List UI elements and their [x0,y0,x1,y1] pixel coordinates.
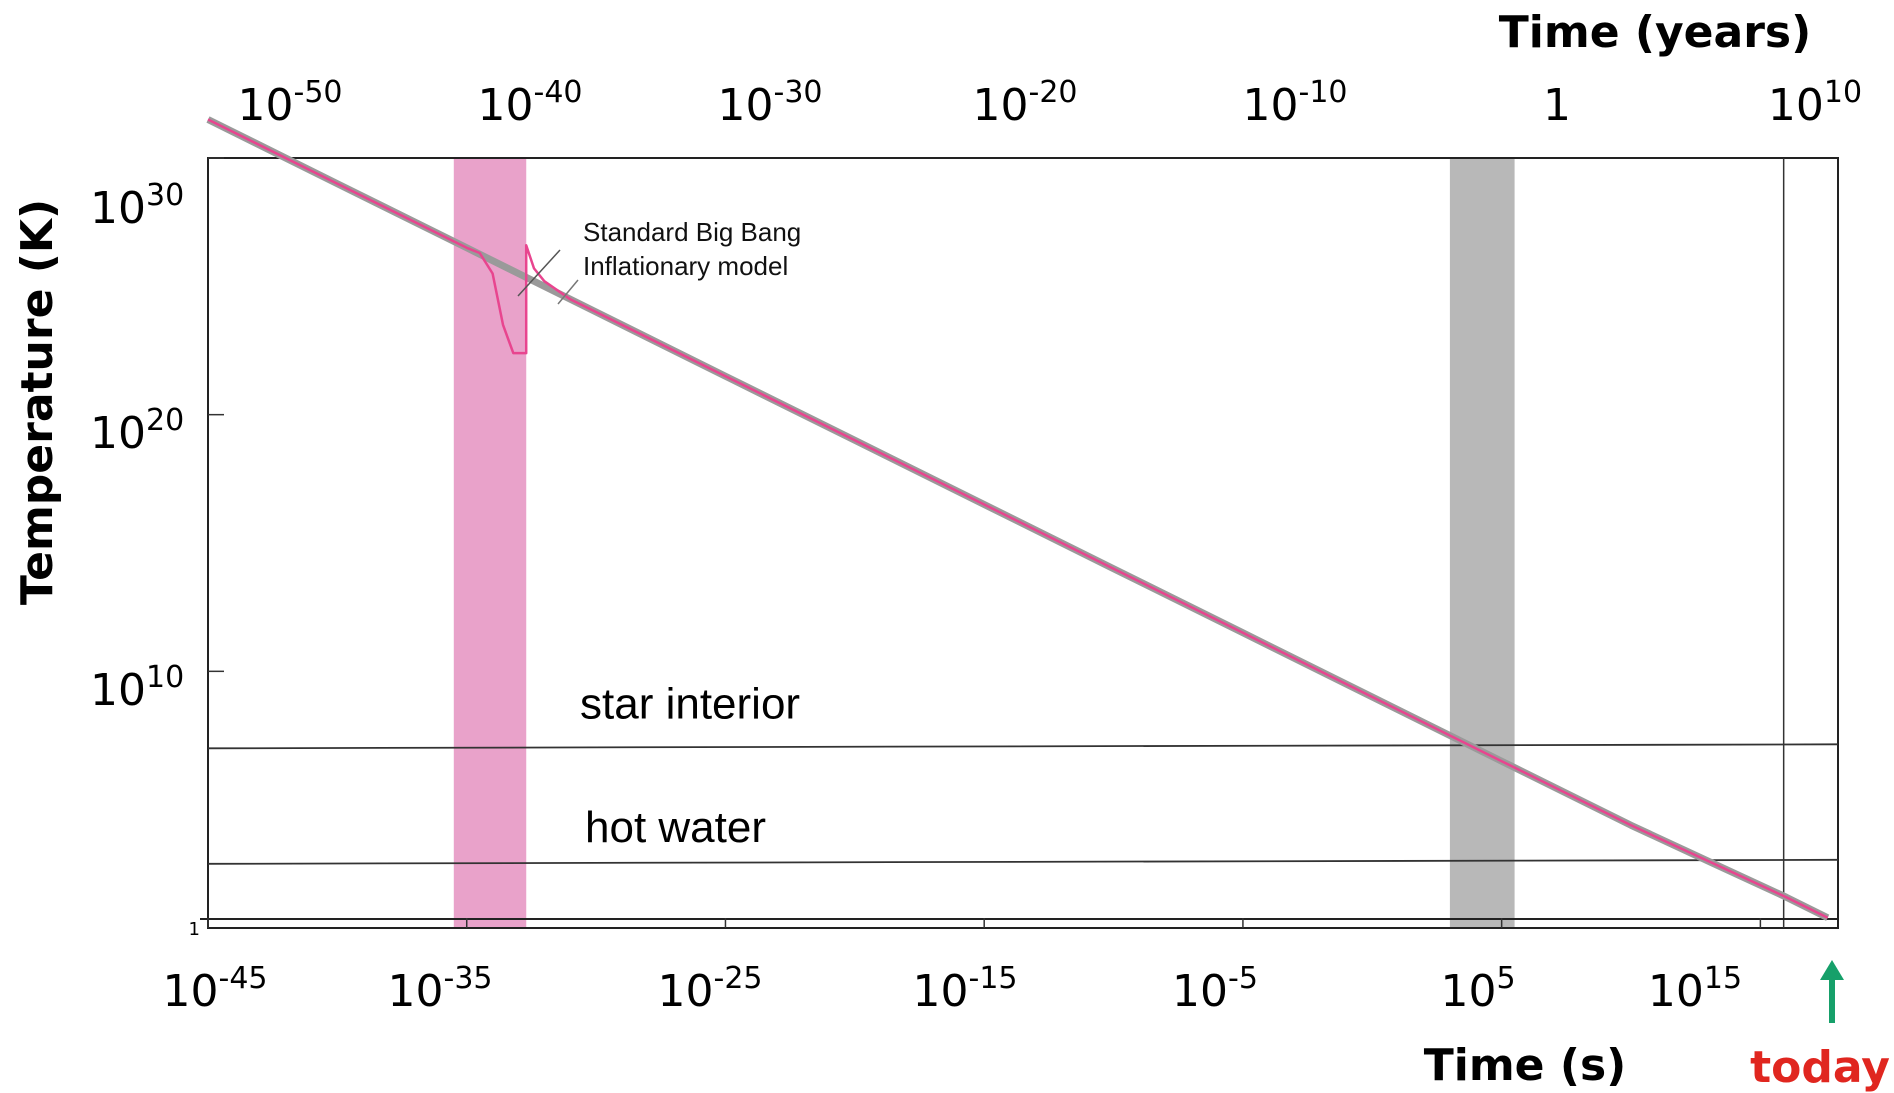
y-tick-label-2: 1010 [90,660,184,716]
x2-tick-label-2: 10-30 [718,75,823,131]
legend-pointer-inflationary [557,279,579,305]
x2-tick-label-3: 10-20 [973,75,1078,131]
x-tick-label-2: 10-25 [658,961,763,1017]
plot-border [207,157,1839,929]
y-tick-label-0: 1030 [90,178,184,234]
tick-labels: 10-45 10-35 10-25 10-15 10-5 105 1015 10-50 10-4… [90,75,1862,1017]
shaded-bands [453,158,1515,928]
legend-pointer-standard [517,249,561,297]
x2-tick-label-5: 1 [1543,80,1571,131]
reference-line-1 [207,858,1839,865]
series-lines [206,116,1830,921]
y-axis-title: Temperature (K) [12,199,63,605]
x-tick-label-5: 105 [1440,961,1515,1017]
reference-line-0 [207,743,1839,750]
y-tick-label-3: 1 [189,919,200,940]
legend-standard-big-bang: Standard Big Bang [583,217,801,247]
top-axis-title: Time (years) [1499,7,1811,58]
reference-label-0: star interior [580,679,800,728]
plot-frame [200,157,1839,929]
shaded-band-0 [453,158,527,928]
today-arrow-icon [1820,960,1844,1023]
bottom-axis-title: Time (s) [1424,1040,1627,1091]
x-tick-label-3: 10-15 [913,961,1018,1017]
x2-tick-label-6: 1010 [1768,75,1862,131]
series-line-1 [207,118,1829,919]
shaded-band-1 [1449,158,1515,928]
x2-tick-label-1: 10-40 [478,75,583,131]
x2-tick-label-0: 10-50 [238,75,343,131]
x-tick-label-6: 1015 [1648,961,1742,1017]
legend-inflationary-model: Inflationary model [583,251,788,281]
today-label: today [1750,1042,1890,1093]
reference-lines: star interior hot water [207,679,1839,865]
reference-label-1: hot water [585,803,766,852]
x-tick-label-0: 10-45 [163,961,268,1017]
y-tick-label-1: 1020 [90,403,184,459]
x-tick-label-4: 10-5 [1172,961,1258,1017]
x2-tick-label-4: 10-10 [1243,75,1348,131]
x-tick-label-1: 10-35 [388,961,493,1017]
